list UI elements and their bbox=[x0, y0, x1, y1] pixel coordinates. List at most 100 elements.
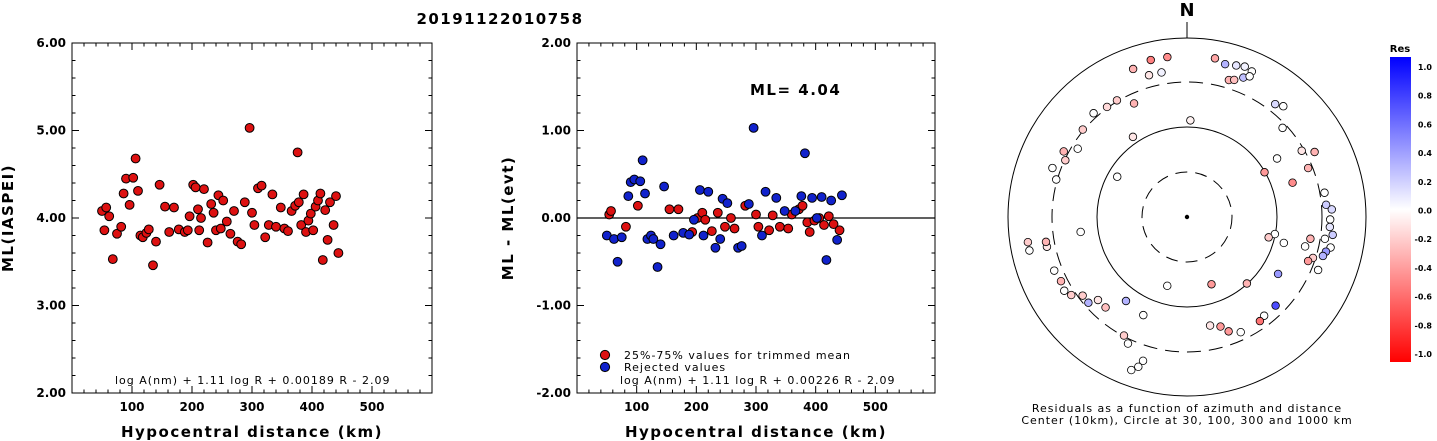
trimmed-point bbox=[834, 225, 845, 236]
trimmed-point bbox=[673, 204, 684, 215]
station-point bbox=[1318, 251, 1328, 261]
station-point bbox=[1025, 246, 1034, 255]
formula-text: log A(nm) + 1.11 log R + 0.00226 R - 2.0… bbox=[620, 374, 895, 387]
y-tick-label: -2.00 bbox=[536, 386, 571, 400]
data-point bbox=[320, 205, 331, 216]
data-point bbox=[199, 184, 209, 195]
data-point bbox=[169, 202, 179, 213]
x-tick-label: 200 bbox=[179, 400, 204, 414]
x-tick-label: 500 bbox=[863, 400, 888, 414]
x-tick-label: 300 bbox=[743, 400, 768, 414]
rejected-point bbox=[640, 188, 650, 199]
ml-residual-panel: -2.00 -1.00 0.00 1.00 2.00 100 200 300 400 500 M… bbox=[499, 36, 936, 441]
data-point bbox=[124, 199, 135, 210]
rejected-point bbox=[684, 229, 695, 240]
station-point bbox=[1303, 256, 1313, 266]
colorbar-gradient bbox=[1390, 57, 1411, 362]
residual-colorbar: Res 1.0 0.8 0.6 0.4 0.2 0.0 -0.2 -0.4 -0.6 -0.8 -1… bbox=[1390, 44, 1433, 362]
station-point bbox=[1236, 327, 1245, 337]
trimmed-point bbox=[700, 214, 711, 225]
x-tick-label: 400 bbox=[803, 400, 828, 414]
station-point bbox=[1271, 301, 1280, 310]
y-tick-label: 5.00 bbox=[36, 124, 66, 138]
station-point bbox=[1224, 327, 1233, 336]
station-point bbox=[1078, 125, 1087, 134]
station-point bbox=[1245, 72, 1254, 81]
trimmed-point bbox=[804, 227, 815, 237]
station-point bbox=[1112, 96, 1122, 105]
data-point bbox=[292, 147, 303, 158]
station-point bbox=[1325, 215, 1335, 224]
data-point bbox=[193, 204, 203, 215]
station-point bbox=[1157, 68, 1166, 77]
colorbar-title: Res bbox=[1390, 44, 1410, 55]
station-point bbox=[1207, 280, 1216, 289]
station-point bbox=[1050, 266, 1059, 275]
station-point bbox=[1144, 71, 1154, 80]
station-point bbox=[1163, 52, 1172, 62]
x-tick-labels: 100 200 300 400 500 bbox=[624, 400, 888, 414]
trimmed-point bbox=[632, 200, 643, 211]
station-point bbox=[1123, 339, 1133, 348]
colorbar-tick-label: 0.0 bbox=[1418, 207, 1433, 216]
rejected-point bbox=[652, 262, 663, 272]
station-point bbox=[1101, 303, 1110, 312]
x-tick-label: 500 bbox=[359, 400, 384, 414]
data-point bbox=[317, 255, 328, 265]
rejected-point bbox=[659, 181, 670, 192]
data-point bbox=[215, 223, 226, 234]
data-point bbox=[184, 211, 195, 222]
station-point bbox=[1320, 234, 1330, 244]
station-point bbox=[1321, 200, 1331, 210]
y-tick-label: 6.00 bbox=[36, 36, 66, 50]
rejected-point bbox=[743, 199, 754, 209]
station-point bbox=[1052, 175, 1061, 184]
rejected-point bbox=[821, 255, 832, 265]
station-point bbox=[1279, 238, 1289, 248]
ring-1000km bbox=[1007, 37, 1367, 397]
station-point bbox=[1310, 147, 1319, 157]
data-point bbox=[296, 220, 307, 230]
rejected-point bbox=[736, 241, 747, 251]
station-point bbox=[1230, 75, 1239, 85]
rejected-point bbox=[616, 232, 627, 243]
data-point bbox=[333, 248, 344, 258]
rejected-point bbox=[655, 239, 666, 250]
station-point bbox=[1078, 291, 1087, 300]
rejected-point bbox=[695, 185, 705, 195]
y-tick-label: 0.00 bbox=[541, 211, 571, 225]
data-point bbox=[328, 220, 339, 230]
station-point bbox=[1186, 116, 1195, 125]
x-tick-labels: 100 200 300 400 500 bbox=[119, 400, 384, 414]
rejected-point bbox=[811, 213, 822, 223]
trimmed-point bbox=[729, 223, 740, 234]
data-point bbox=[130, 153, 141, 164]
station-point bbox=[1059, 147, 1068, 156]
data-point bbox=[315, 188, 326, 199]
station-point bbox=[1093, 295, 1103, 305]
data-point bbox=[118, 188, 129, 199]
data-point bbox=[208, 207, 219, 218]
trimmed-point bbox=[797, 200, 808, 211]
colorbar-tick-label: 0.8 bbox=[1418, 92, 1433, 101]
station-point bbox=[1264, 233, 1273, 242]
station-point bbox=[1060, 286, 1069, 295]
rejected-point bbox=[612, 256, 623, 267]
station-point bbox=[1205, 321, 1215, 330]
rejected-point bbox=[710, 242, 721, 253]
data-point bbox=[256, 180, 267, 191]
ring-30km bbox=[1141, 171, 1233, 263]
rejected-point bbox=[635, 176, 646, 187]
station-point bbox=[1023, 238, 1033, 247]
legend-marker-trimmed bbox=[599, 349, 611, 361]
y-axis-label: ML - ML(evt) bbox=[499, 156, 517, 280]
data-point bbox=[206, 199, 217, 209]
station-point bbox=[1313, 265, 1323, 275]
station-point bbox=[1320, 188, 1329, 197]
data-point bbox=[225, 228, 236, 239]
station-point bbox=[1220, 59, 1230, 69]
rejected-point bbox=[832, 234, 843, 245]
rejected-point bbox=[648, 234, 659, 244]
data-point bbox=[148, 260, 158, 271]
